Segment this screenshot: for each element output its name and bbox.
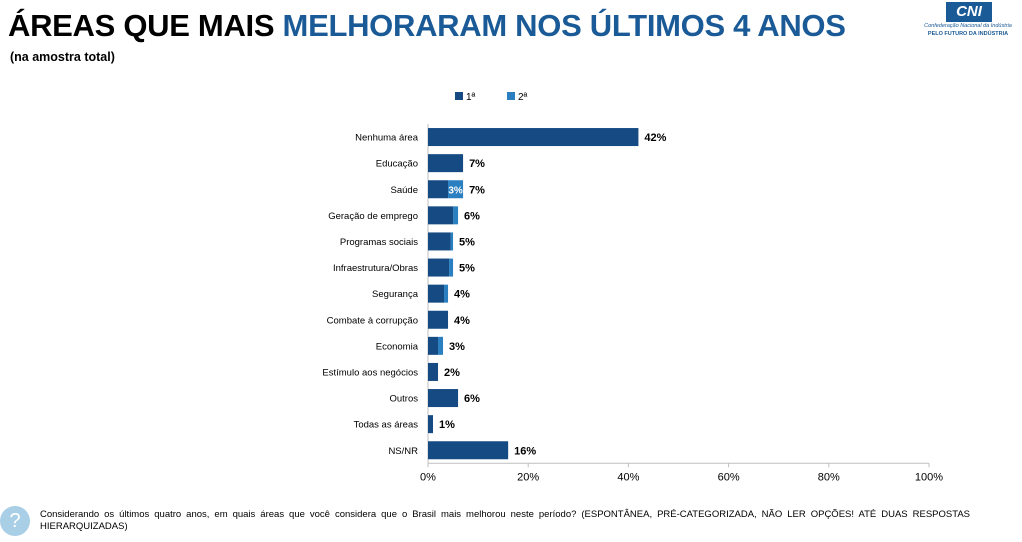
bar-segment	[428, 362, 439, 381]
bar-segment	[428, 284, 445, 303]
category-label: Combate à corrupção	[327, 315, 418, 326]
bar-segment	[428, 154, 464, 173]
bar-segment	[450, 232, 454, 251]
x-tick-label: 60%	[718, 471, 740, 483]
data-label: 4%	[454, 315, 470, 327]
x-tick-label: 100%	[915, 471, 943, 483]
data-label: 4%	[454, 289, 470, 301]
x-tick-label: 40%	[617, 471, 639, 483]
category-label: Economia	[376, 341, 419, 352]
category-label: Saúde	[391, 185, 418, 196]
bar-segment	[428, 180, 449, 199]
page-subtitle: (na amostra total)	[10, 50, 115, 64]
x-tick-label: 0%	[420, 471, 436, 483]
x-tick-label: 20%	[517, 471, 539, 483]
bar-segment	[438, 336, 444, 355]
title-part-1: ÁREAS QUE MAIS	[8, 8, 275, 43]
question-text: Considerando os últimos quatro anos, em …	[40, 509, 970, 532]
bar-segment	[428, 389, 459, 408]
data-label: 6%	[464, 393, 480, 405]
page-title: ÁREAS QUE MAIS MELHORARAM NOS ÚLTIMOS 4 …	[8, 8, 846, 44]
data-label: 1%	[439, 419, 455, 431]
cni-logo: CNI Confederação Nacional da Indústria P…	[918, 2, 1018, 42]
category-label: Programas sociais	[340, 237, 418, 248]
bar-chart: 1ª 2ª 0% 20% 40% 60% 80% 100% Nenhuma área 42% Edu…	[322, 92, 943, 483]
data-label: 42%	[644, 132, 666, 144]
bar-segment	[428, 336, 439, 355]
bar-segment	[449, 258, 454, 277]
category-label: Estímulo aos negócios	[322, 367, 418, 378]
bar-segment	[428, 258, 450, 277]
data-label: 5%	[459, 236, 475, 248]
question-icon: ?	[0, 506, 30, 536]
category-label: NS/NR	[388, 446, 418, 457]
category-label: Infraestrutura/Obras	[333, 263, 418, 274]
data-label: 5%	[459, 263, 475, 275]
data-label: 6%	[464, 210, 480, 222]
category-label: Segurança	[372, 289, 419, 300]
data-label: 16%	[514, 445, 536, 457]
legend-label: 1ª	[466, 92, 476, 103]
bar-segment	[448, 180, 464, 199]
inner-data-label: 3%	[448, 185, 463, 196]
x-tick-label: 80%	[818, 471, 840, 483]
title-part-2: MELHORARAM NOS ÚLTIMOS 4 ANOS	[282, 8, 846, 43]
legend-swatch	[455, 92, 463, 100]
bar-segment	[453, 206, 459, 225]
bar-segment	[428, 441, 509, 460]
category-label: Nenhuma área	[355, 133, 419, 144]
logo-line-2: PELO FUTURO DA INDÚSTRIA	[927, 31, 1009, 37]
logo-text: CNI	[946, 2, 992, 22]
category-label: Educação	[376, 159, 418, 170]
data-label: 7%	[469, 158, 485, 170]
bar-segment	[444, 284, 449, 303]
legend-swatch	[507, 92, 515, 100]
category-label: Outros	[389, 394, 418, 405]
data-label: 3%	[449, 341, 465, 353]
bar-segment	[428, 310, 449, 329]
bar-segment	[428, 415, 434, 434]
category-label: Todas as áreas	[354, 420, 419, 431]
bar-segment	[428, 206, 454, 225]
bar-segment	[428, 232, 451, 251]
logo-line-1: Confederação Nacional da Indústria	[924, 23, 1012, 29]
data-label: 2%	[444, 367, 460, 379]
category-label: Geração de emprego	[328, 211, 418, 222]
legend-label: 2ª	[518, 92, 528, 103]
data-label: 7%	[469, 184, 485, 196]
bar-segment	[428, 128, 639, 147]
